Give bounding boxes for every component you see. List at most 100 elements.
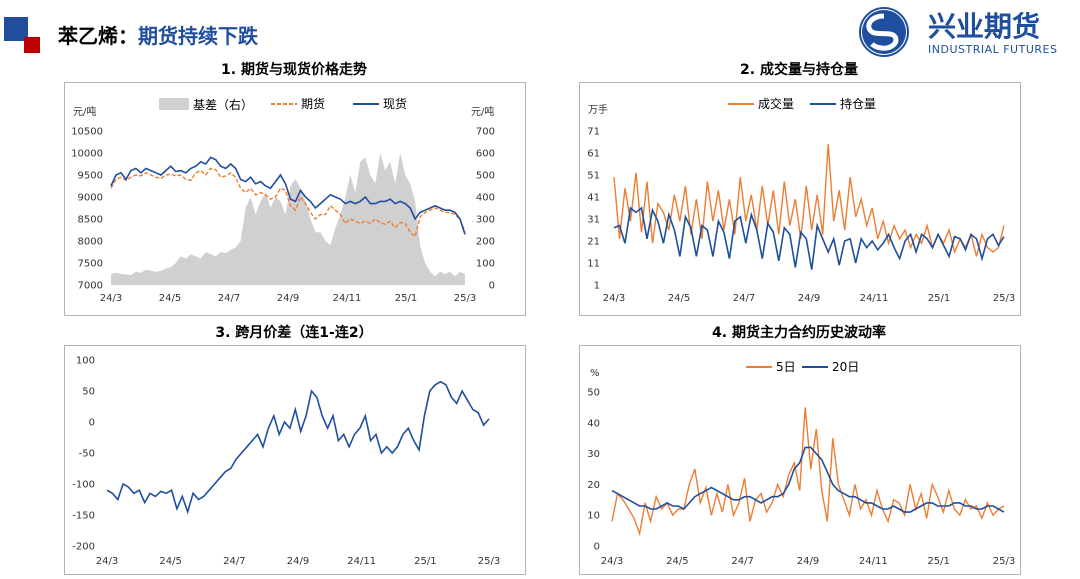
chart2-y-tick: 41 [587,193,600,204]
chart1-title: 1. 期货与现货价格走势 [221,62,367,78]
chart1-left-y-tick: 7000 [78,281,103,292]
chart1-right-y-tick: 500 [476,171,495,182]
brand-square-red [24,37,40,53]
chart1-right-y-tick: 200 [476,237,495,248]
chart3-y-tick: 50 [82,387,95,398]
chart1-left-y-tick: 10000 [71,149,103,160]
chart1-left-y-tick: 8500 [78,215,103,226]
chart4-y-tick: 30 [587,449,600,460]
chart2-title: 2. 成交量与持仓量 [740,62,858,78]
chart1-x-tick: 24/11 [333,293,362,304]
vol-5d-line [611,407,1005,537]
vol-20d-line [611,446,1005,513]
chart2-y-tick: 1 [594,281,600,292]
chart3-x-tick: 25/1 [414,556,436,567]
chart4-x-tick: 25/1 [927,556,949,567]
spot-line [110,156,466,235]
chart4-x-tick: 24/9 [797,556,819,567]
chart4-x-tick: 24/7 [731,556,753,567]
chart1-x-tick: 25/3 [454,293,476,304]
chart3-y-tick: -50 [79,449,95,460]
chart4-x-tick: 25/3 [993,556,1015,567]
chart4-y-tick: 20 [587,480,600,491]
chart4-axis-unit: % [590,368,600,379]
chart1-x-tick: 24/5 [159,293,181,304]
chart3-x-tick: 24/5 [159,556,181,567]
chart1-left-y-tick: 9500 [78,171,103,182]
chart3-x-tick: 24/3 [96,556,118,567]
basis-legend-label: 基差（右） [193,97,253,112]
spot-legend-label: 现货 [383,96,407,111]
chart2-x-tick: 24/11 [860,293,889,304]
chart2-x-tick: 24/5 [668,293,690,304]
chart4-y-tick: 40 [587,418,600,429]
chart1-right-y-tick: 600 [476,149,495,160]
volume-legend-label: 成交量 [758,96,794,111]
futures-line [110,167,466,238]
chart1-right-y-tick: 400 [476,193,495,204]
chart2-x-tick: 24/3 [603,293,625,304]
chart3-x-tick: 24/9 [287,556,309,567]
chart2-y-tick: 21 [587,237,600,248]
chart3-x-tick: 24/7 [223,556,245,567]
volume-line [613,144,1005,257]
page-title-prefix: 苯乙烯： [58,24,138,48]
chart3-y-tick: 100 [76,356,95,367]
chart1-x-tick: 24/7 [218,293,240,304]
logo-en-text: INDUSTRIAL FUTURES [928,43,1057,56]
chart3-title: 3. 跨月价差（连1-连2） [215,325,373,341]
basis-legend-swatch [159,98,189,110]
chart3-x-tick: 24/11 [347,556,376,567]
chart1-right-y-tick: 0 [489,281,495,292]
chart-calendar-spread: -200 -150 -100 -50 0 50 100 24/3 24/5 24/7 24/9 24/… [64,345,526,575]
chart4-title: 4. 期货主力合约历史波动率 [712,325,886,341]
chart2-y-tick: 71 [587,127,600,138]
chart1-x-tick: 24/9 [277,293,299,304]
page-title: 苯乙烯：期货持续下跌 [58,20,258,49]
vol-20d-legend-label: 20日 [832,360,859,374]
chart1-x-tick: 24/3 [100,293,122,304]
chart3-x-tick: 25/3 [478,556,500,567]
spread-line [106,380,490,515]
chart3-y-tick: 0 [89,418,95,429]
logo-cn-text: 兴业期货 [928,10,1040,43]
company-logo: 兴业期货 INDUSTRIAL FUTURES [859,7,1057,57]
open-interest-legend-label: 持仓量 [840,96,876,111]
chart2-y-tick: 31 [587,215,600,226]
chart2-x-tick: 25/1 [928,293,950,304]
chart4-y-tick: 0 [594,542,600,553]
chart1-left-y-tick: 7500 [78,259,103,270]
chart4-x-tick: 24/11 [859,556,888,567]
chart1-left-y-tick: 9000 [78,193,103,204]
vol-5d-legend-label: 5日 [776,360,796,374]
chart-historical-volatility: % 0 10 20 30 40 50 24/3 24/5 24/7 24/9 24/11 25/1 25/… [579,345,1021,575]
right-axis-unit: 元/吨 [471,105,494,118]
chart2-axis-unit: 万手 [588,103,608,116]
chart4-y-tick: 10 [587,511,600,522]
basis-area [111,153,465,285]
chart-futures-spot-price: 元/吨 元/吨7000750080008500900095001000010500… [64,82,526,316]
chart2-y-tick: 11 [587,259,600,270]
chart1-right-y-tick: 300 [476,215,495,226]
chart1-right-y-tick: 700 [476,127,495,138]
chart4-y-tick: 50 [587,388,600,399]
chart1-left-y-tick: 10500 [71,127,103,138]
chart1-left-y-tick: 8000 [78,237,103,248]
chart2-x-tick: 24/9 [798,293,820,304]
chart2-x-tick: 25/3 [993,293,1015,304]
chart2-y-tick: 51 [587,171,600,182]
chart4-x-tick: 24/3 [601,556,623,567]
chart2-x-tick: 24/7 [733,293,755,304]
chart4-x-tick: 24/5 [666,556,688,567]
chart3-y-tick: -150 [72,511,95,522]
left-axis-unit: 元/吨 [73,105,96,118]
open-interest-line [613,206,1005,270]
chart1-right-y-tick: 100 [476,259,495,270]
page-title-highlight: 期货持续下跌 [138,24,258,48]
chart3-y-tick: -100 [72,480,95,491]
chart1-x-tick: 25/1 [395,293,417,304]
futures-legend-label: 期货 [301,96,325,111]
chart3-y-tick: -200 [72,542,95,553]
chart2-y-tick: 61 [587,149,600,160]
